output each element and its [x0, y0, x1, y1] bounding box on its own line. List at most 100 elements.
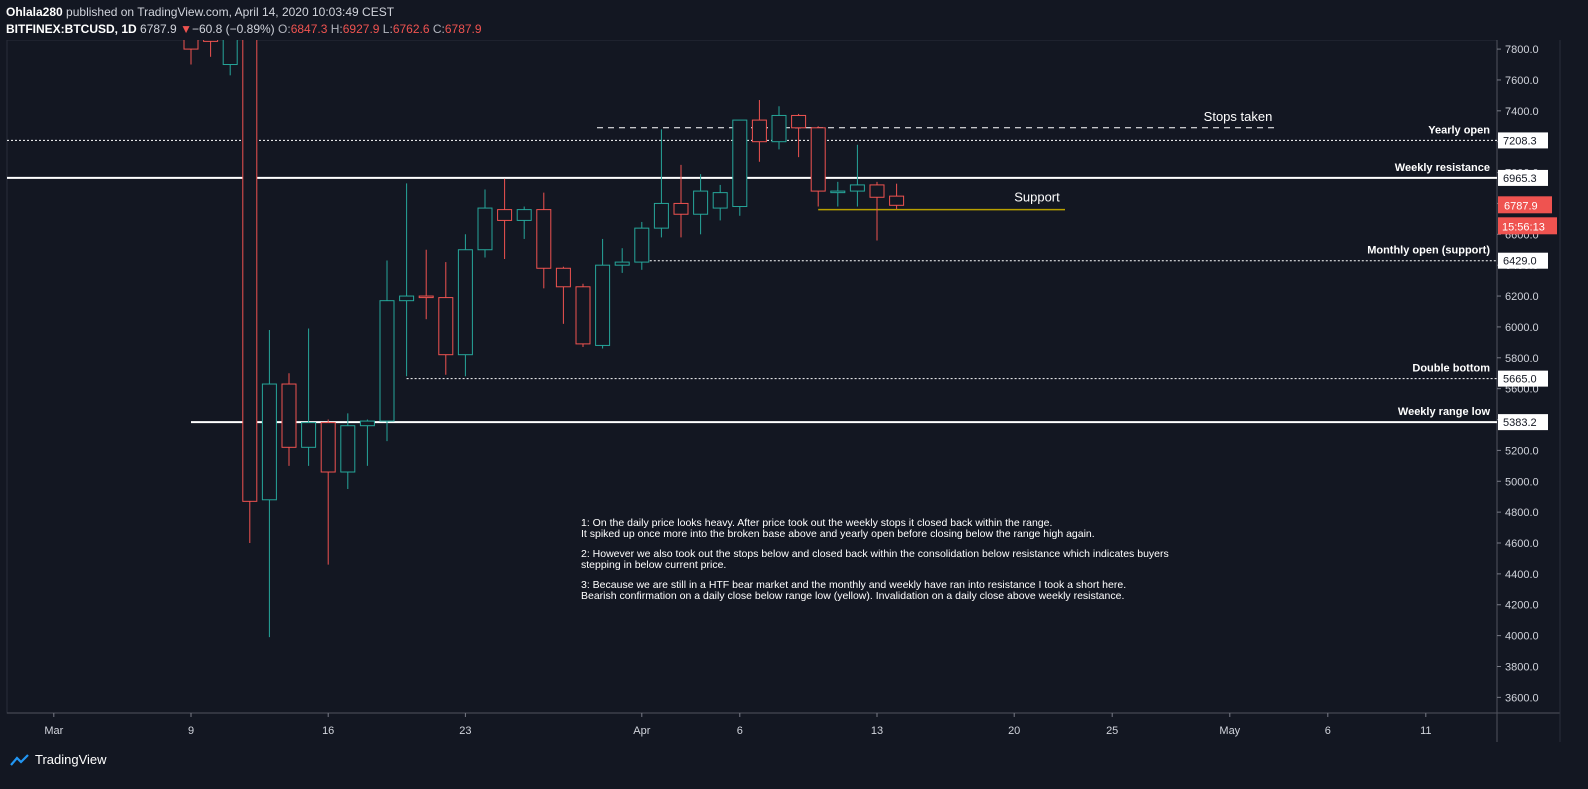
- support-label: Support: [1014, 190, 1060, 205]
- candles: [183, 40, 905, 638]
- level-badge: [1498, 414, 1548, 431]
- level-name: Double bottom: [1412, 363, 1490, 375]
- level-badge: [1498, 252, 1548, 269]
- candle-body: [595, 264, 611, 346]
- y-tick-label: 4000.0: [1505, 631, 1539, 643]
- high-value: 6927.9: [342, 22, 380, 36]
- footer: TradingView: [0, 742, 1588, 789]
- note-3: 3: Because we are still in a HTF bear ma…: [581, 579, 1127, 602]
- y-tick-label: 4600.0: [1505, 538, 1539, 550]
- level-badge: [1498, 169, 1548, 186]
- brand-label: TradingView: [35, 752, 107, 767]
- price-change: −60.8 (−0.89%): [191, 22, 275, 36]
- note-1: 1: On the daily price looks heavy. After…: [581, 517, 1095, 540]
- candle-body: [693, 190, 709, 215]
- level-value: 7208.3: [1503, 135, 1537, 147]
- candle-body: [183, 40, 199, 50]
- candle-body: [889, 195, 905, 206]
- close-value: 6787.9: [444, 22, 482, 36]
- y-tick-label: 5200.0: [1505, 445, 1539, 457]
- candle-body: [477, 207, 493, 251]
- level-value: 6429.0: [1503, 256, 1537, 268]
- y-tick-label: 3800.0: [1505, 661, 1539, 673]
- level-name: Weekly resistance: [1395, 162, 1490, 174]
- level-value: 5383.2: [1503, 417, 1537, 429]
- low-value: 6762.6: [392, 22, 430, 36]
- candle-body: [457, 249, 473, 356]
- tradingview-icon: [10, 753, 29, 766]
- candle-body: [222, 40, 238, 66]
- y-tick-label: 5800.0: [1505, 353, 1539, 365]
- symbol-line: BITFINEX:BTCUSD, 1D 6787.9 ▼−60.8 (−0.89…: [6, 22, 482, 36]
- open-value: 6847.3: [290, 22, 328, 36]
- candle-body: [261, 383, 277, 501]
- candle-body: [673, 202, 689, 215]
- level-value: 6965.3: [1503, 173, 1537, 185]
- candle-body: [438, 297, 454, 356]
- x-tick-label: Apr: [633, 725, 650, 737]
- candle-body: [653, 202, 669, 229]
- countdown-value: 15:56:13: [1502, 221, 1545, 233]
- down-arrow-icon: ▼: [180, 22, 192, 36]
- candle-body: [242, 40, 258, 502]
- candle-body: [751, 119, 767, 143]
- candle-body: [497, 209, 513, 221]
- y-tick-label: 7400.0: [1505, 106, 1539, 118]
- candle-body: [536, 209, 552, 269]
- x-tick-label: 13: [871, 725, 883, 737]
- candle-body: [634, 227, 650, 263]
- publish-text: published on TradingView.com, April 14, …: [66, 5, 395, 19]
- candle-body: [418, 295, 434, 299]
- stops-taken-label: Stops taken: [1204, 109, 1273, 124]
- candle-body: [614, 261, 630, 266]
- level-value: 5665.0: [1503, 374, 1537, 386]
- y-tick-label: 7600.0: [1505, 75, 1539, 87]
- x-axis: Mar 9 16 23 Apr 6 13 20 25 May 6 11: [44, 713, 1432, 737]
- y-tick-label: 5600.0: [1505, 384, 1539, 396]
- x-tick-label: 25: [1106, 725, 1118, 737]
- x-tick-label: Mar: [44, 725, 63, 737]
- x-tick-label: 23: [459, 725, 471, 737]
- level-name: Monthly open (support): [1367, 245, 1490, 257]
- x-tick-label: 20: [1008, 725, 1020, 737]
- chart-header: Ohlala280 published on TradingView.com, …: [0, 0, 1588, 40]
- candle-body: [712, 192, 728, 209]
- candle-body: [830, 190, 846, 194]
- price-badge-value: 6787.9: [1504, 200, 1538, 212]
- level-badge: [1498, 132, 1548, 149]
- low-label: L:: [382, 22, 393, 36]
- level-name: Yearly open: [1428, 124, 1490, 136]
- x-tick-label: May: [1219, 725, 1240, 737]
- y-tick-label: 7800.0: [1505, 44, 1539, 56]
- publisher-name[interactable]: Ohlala280: [6, 5, 63, 19]
- note-2: 2: However we also took out the stops be…: [581, 548, 1169, 571]
- candle-body: [281, 383, 297, 448]
- candle-body: [301, 422, 317, 448]
- x-tick-label: 6: [1325, 725, 1331, 737]
- candle-body: [359, 420, 375, 427]
- candle-body: [791, 114, 807, 129]
- candle-body: [379, 300, 395, 422]
- x-tick-label: 9: [188, 725, 194, 737]
- symbol-name[interactable]: BITFINEX:BTCUSD, 1D: [6, 22, 137, 36]
- close-label: C:: [432, 22, 445, 36]
- y-tick-label: 4800.0: [1505, 507, 1539, 519]
- open-label: O:: [278, 22, 291, 36]
- candle-body: [869, 184, 885, 198]
- tradingview-logo[interactable]: TradingView: [10, 752, 107, 767]
- y-tick-label: 4200.0: [1505, 600, 1539, 612]
- y-axis: 3600.0 3800.0 4000.0 4200.0 4400.0 4600.0 4800…: [1497, 44, 1539, 704]
- y-tick-label: 6000.0: [1505, 322, 1539, 334]
- y-tick-label: 3600.0: [1505, 692, 1539, 704]
- level-badge: [1498, 370, 1548, 387]
- candle-body: [849, 184, 865, 192]
- y-tick-label: 5000.0: [1505, 476, 1539, 488]
- x-tick-label: 16: [322, 725, 334, 737]
- candle-body: [555, 267, 571, 288]
- high-label: H:: [330, 22, 343, 36]
- candle-body: [516, 209, 532, 221]
- candle-body: [320, 422, 336, 473]
- candle-body: [340, 425, 356, 473]
- y-tick-label: 6200.0: [1505, 291, 1539, 303]
